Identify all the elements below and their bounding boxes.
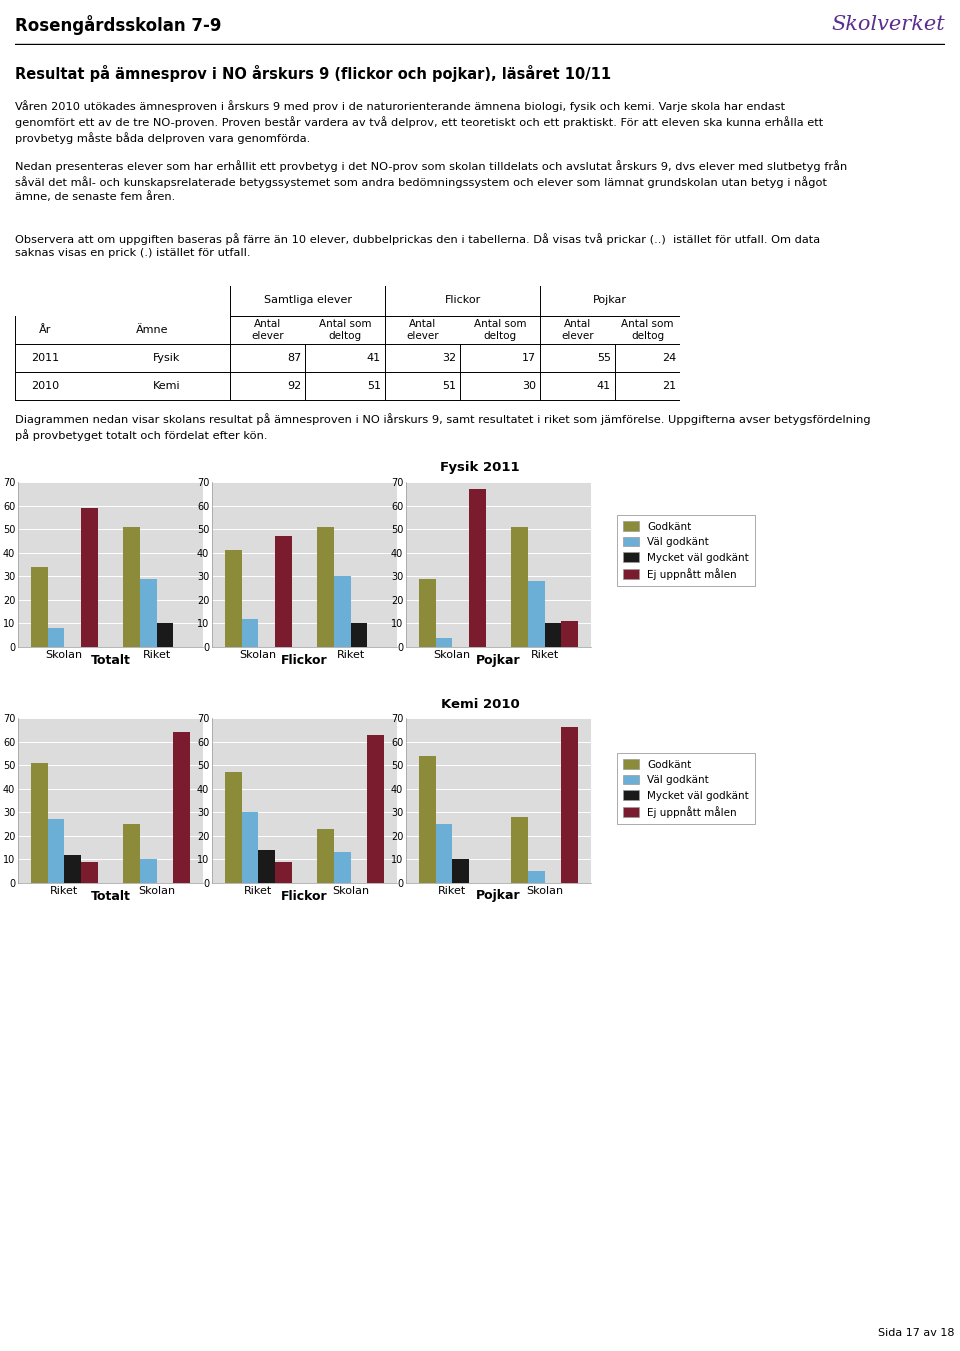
Text: 92: 92: [287, 381, 301, 390]
Text: Fysik: Fysik: [153, 353, 180, 363]
Text: Observera att om uppgiften baseras på färre än 10 elever, dubbelprickas den i ta: Observera att om uppgiften baseras på fä…: [15, 232, 820, 258]
Bar: [275, 536, 292, 647]
Bar: [468, 489, 486, 647]
Bar: [368, 735, 384, 884]
Bar: [544, 623, 562, 647]
Text: Våren 2010 utökades ämnesproven i årskurs 9 med prov i de naturorienterande ämne: Våren 2010 utökades ämnesproven i årskur…: [15, 100, 824, 143]
Bar: [48, 628, 64, 647]
Text: Antal
elever: Antal elever: [252, 319, 284, 340]
Text: Pojkar: Pojkar: [476, 654, 521, 666]
Bar: [318, 828, 334, 884]
Text: Totalt: Totalt: [90, 654, 131, 666]
Text: År: År: [38, 326, 51, 335]
Legend: Godkänt, Väl godkänt, Mycket väl godkänt, Ej uppnått målen: Godkänt, Väl godkänt, Mycket väl godkänt…: [617, 515, 756, 586]
Bar: [436, 638, 452, 647]
Bar: [225, 773, 242, 884]
Bar: [242, 812, 258, 884]
Bar: [419, 578, 436, 647]
Text: Skolverket: Skolverket: [831, 15, 945, 35]
Text: Kemi: Kemi: [153, 381, 180, 390]
Bar: [334, 577, 350, 647]
Text: 2011: 2011: [31, 353, 60, 363]
Text: Flickor: Flickor: [444, 295, 481, 305]
Bar: [124, 824, 140, 884]
Text: Ämne: Ämne: [136, 326, 169, 335]
Text: Diagrammen nedan visar skolans resultat på ämnesproven i NO iårskurs 9, samt res: Diagrammen nedan visar skolans resultat …: [15, 413, 871, 440]
Bar: [81, 508, 98, 647]
Text: Sida 17 av 18: Sida 17 av 18: [878, 1328, 955, 1337]
Bar: [436, 824, 452, 884]
Text: Antal
elever: Antal elever: [562, 319, 594, 340]
Bar: [225, 550, 242, 647]
Bar: [512, 527, 528, 647]
Bar: [156, 623, 174, 647]
Bar: [242, 619, 258, 647]
Bar: [124, 527, 140, 647]
Text: 41: 41: [597, 381, 611, 390]
Text: 87: 87: [287, 353, 301, 363]
Bar: [562, 727, 578, 884]
Bar: [452, 859, 468, 884]
Text: Samtliga elever: Samtliga elever: [263, 295, 351, 305]
Text: Nedan presenteras elever som har erhållit ett provbetyg i det NO-prov som skolan: Nedan presenteras elever som har erhålli…: [15, 159, 848, 203]
Text: 21: 21: [661, 381, 676, 390]
Bar: [528, 871, 544, 884]
Text: 17: 17: [522, 353, 536, 363]
Bar: [318, 527, 334, 647]
Bar: [512, 817, 528, 884]
Text: Pojkar: Pojkar: [476, 889, 521, 902]
Text: Fysik 2011: Fysik 2011: [441, 462, 519, 474]
Bar: [258, 850, 275, 884]
Text: 55: 55: [597, 353, 611, 363]
Bar: [419, 755, 436, 884]
Text: 24: 24: [661, 353, 676, 363]
Text: 51: 51: [367, 381, 381, 390]
Text: Rosengårdsskolan 7-9: Rosengårdsskolan 7-9: [15, 15, 222, 35]
Text: 51: 51: [442, 381, 456, 390]
Bar: [562, 621, 578, 647]
Text: Antal som
deltog: Antal som deltog: [319, 319, 372, 340]
Text: 41: 41: [367, 353, 381, 363]
Text: 30: 30: [522, 381, 536, 390]
Legend: Godkänt, Väl godkänt, Mycket väl godkänt, Ej uppnått målen: Godkänt, Väl godkänt, Mycket väl godkänt…: [617, 754, 756, 824]
Text: Resultat på ämnesprov i NO årskurs 9 (flickor och pojkar), läsåret 10/11: Resultat på ämnesprov i NO årskurs 9 (fl…: [15, 65, 612, 82]
Text: 32: 32: [442, 353, 456, 363]
Text: Kemi 2010: Kemi 2010: [441, 697, 519, 711]
Text: Pojkar: Pojkar: [593, 295, 627, 305]
Text: Flickor: Flickor: [281, 654, 327, 666]
Bar: [64, 855, 81, 884]
Bar: [31, 763, 48, 884]
Bar: [48, 819, 64, 884]
Text: 2010: 2010: [31, 381, 60, 390]
Text: Flickor: Flickor: [281, 889, 327, 902]
Bar: [275, 862, 292, 884]
Bar: [31, 567, 48, 647]
Bar: [334, 852, 350, 884]
Bar: [140, 578, 156, 647]
Bar: [528, 581, 544, 647]
Text: Totalt: Totalt: [90, 889, 131, 902]
Bar: [174, 732, 190, 884]
Bar: [140, 859, 156, 884]
Text: Antal
elever: Antal elever: [406, 319, 439, 340]
Bar: [350, 623, 368, 647]
Text: Antal som
deltog: Antal som deltog: [473, 319, 526, 340]
Bar: [81, 862, 98, 884]
Text: Antal som
deltog: Antal som deltog: [621, 319, 674, 340]
